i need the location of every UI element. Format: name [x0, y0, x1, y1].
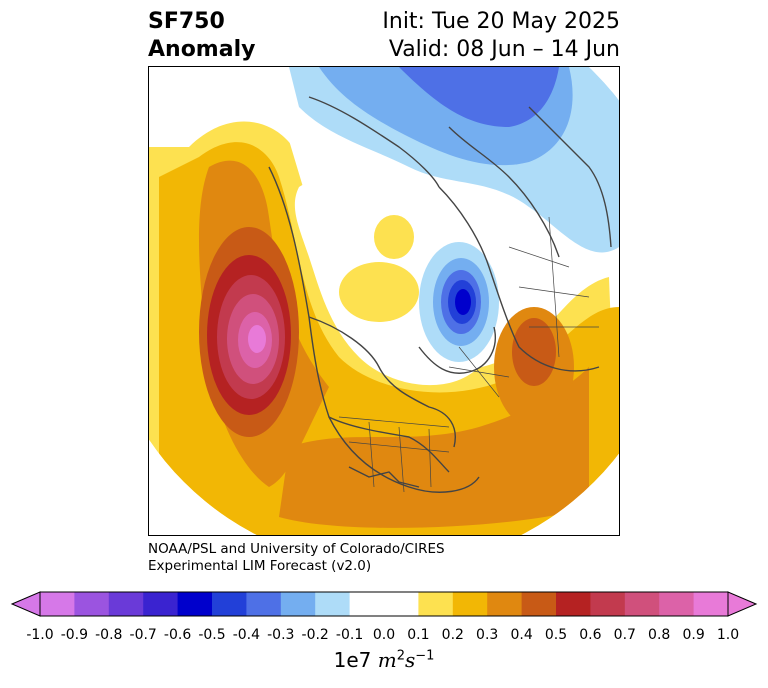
colorbar-tick-label: 0.5: [544, 627, 568, 643]
colorbar-bin: [659, 592, 695, 616]
positive-ring-0.3b: [279, 367, 589, 528]
colorbar-tick-label: -0.1: [335, 627, 364, 643]
colorbar-bin: [280, 592, 316, 616]
colorbar-tick-label: 0.2: [441, 627, 464, 643]
init-date: Init: Tue 20 May 2025: [382, 9, 620, 34]
colorbar-tick-label: -0.9: [60, 627, 89, 643]
variable-title: SF750: [148, 9, 225, 34]
units-base-2: s: [404, 648, 416, 672]
arctic-patch: [339, 262, 419, 322]
colorbar-bin: [556, 592, 591, 616]
colorbar-bin: [693, 592, 729, 616]
colorbar-bin: [521, 592, 557, 616]
colorbar-tick-label: 0.4: [510, 627, 533, 643]
colorbar-under-arrow: [10, 591, 41, 617]
colorbar-bin: [212, 592, 247, 616]
colorbar-tick-label: -0.2: [301, 627, 329, 643]
units-exp-1: 2: [396, 648, 405, 664]
colorbar-tick-label: 0.0: [372, 627, 396, 643]
colorbar-bin: [624, 592, 660, 616]
colorbar-tick-label: -0.4: [232, 627, 261, 643]
colorbar-bin: [74, 592, 110, 616]
colorbar-bin: [315, 592, 351, 616]
colorbar-bins: [40, 592, 729, 616]
title-right: Init: Tue 20 May 2025 Valid: 08 Jun – 14…: [382, 8, 620, 64]
colorbar-tick-label: 0.1: [407, 627, 430, 643]
colorbar-bin: [487, 592, 523, 616]
colorbar-over-arrow: [727, 591, 758, 617]
colorbar-bin: [246, 592, 282, 616]
political-borders: [338, 216, 599, 493]
arctic-patch-2: [374, 215, 414, 259]
colorbar: [10, 591, 758, 617]
colorbar-units: 1e7 m2s−1: [0, 648, 768, 672]
credit-text: NOAA/PSL and University of Colorado/CIRE…: [148, 541, 445, 575]
colorbar-tick-label: 1.0: [716, 627, 740, 643]
colorbar-bin: [108, 592, 144, 616]
negative-band-0.3: [399, 67, 559, 127]
colorbar-tick-label: 0.8: [648, 627, 671, 643]
units-base: m: [377, 648, 397, 672]
title-left: SF750 Anomaly: [148, 8, 255, 64]
colorbar-bin: [349, 592, 385, 616]
credit-line-1: NOAA/PSL and University of Colorado/CIRE…: [148, 541, 445, 557]
pacific-center-0.9: [248, 325, 266, 353]
units-multiplier: 1e7: [333, 648, 372, 672]
colorbar-outline: [39, 591, 729, 617]
credit-line-2: Experimental LIM Forecast (v2.0): [148, 558, 372, 574]
colorbar-tick-label: -0.5: [198, 627, 226, 643]
atlantic-low-0.6: [455, 289, 471, 315]
colorbar-tick-label: -0.3: [267, 627, 295, 643]
polar-map: [149, 67, 619, 535]
anomaly-field: [149, 67, 619, 535]
colorbar-bin: [384, 592, 419, 616]
colorbar-tick-label: 0.3: [476, 627, 499, 643]
colorbar-bin: [590, 592, 626, 616]
colorbar-tick-label: -0.8: [95, 627, 123, 643]
colorbar-bin: [143, 592, 179, 616]
map-panel: [148, 66, 620, 536]
colorbar-bin: [418, 592, 454, 616]
units-exp-2: −1: [415, 648, 435, 664]
eurasia-lobe-0.4: [512, 318, 556, 386]
colorbar-bin: [177, 592, 213, 616]
colorbar-tick-label: -0.6: [163, 627, 192, 643]
colorbar-tick-label: 0.7: [613, 627, 636, 643]
colorbar-tick-label: 0.6: [579, 627, 602, 643]
colorbar-tick-label: 0.9: [682, 627, 705, 643]
valid-range: Valid: 08 Jun – 14 Jun: [388, 37, 620, 62]
colorbar-bin: [452, 592, 488, 616]
colorbar-tick-label: -0.7: [129, 627, 157, 643]
colorbar-tick-label: -1.0: [26, 627, 54, 643]
colorbar-bin: [40, 592, 75, 616]
coastlines: [268, 96, 612, 493]
anomaly-title: Anomaly: [148, 37, 256, 62]
